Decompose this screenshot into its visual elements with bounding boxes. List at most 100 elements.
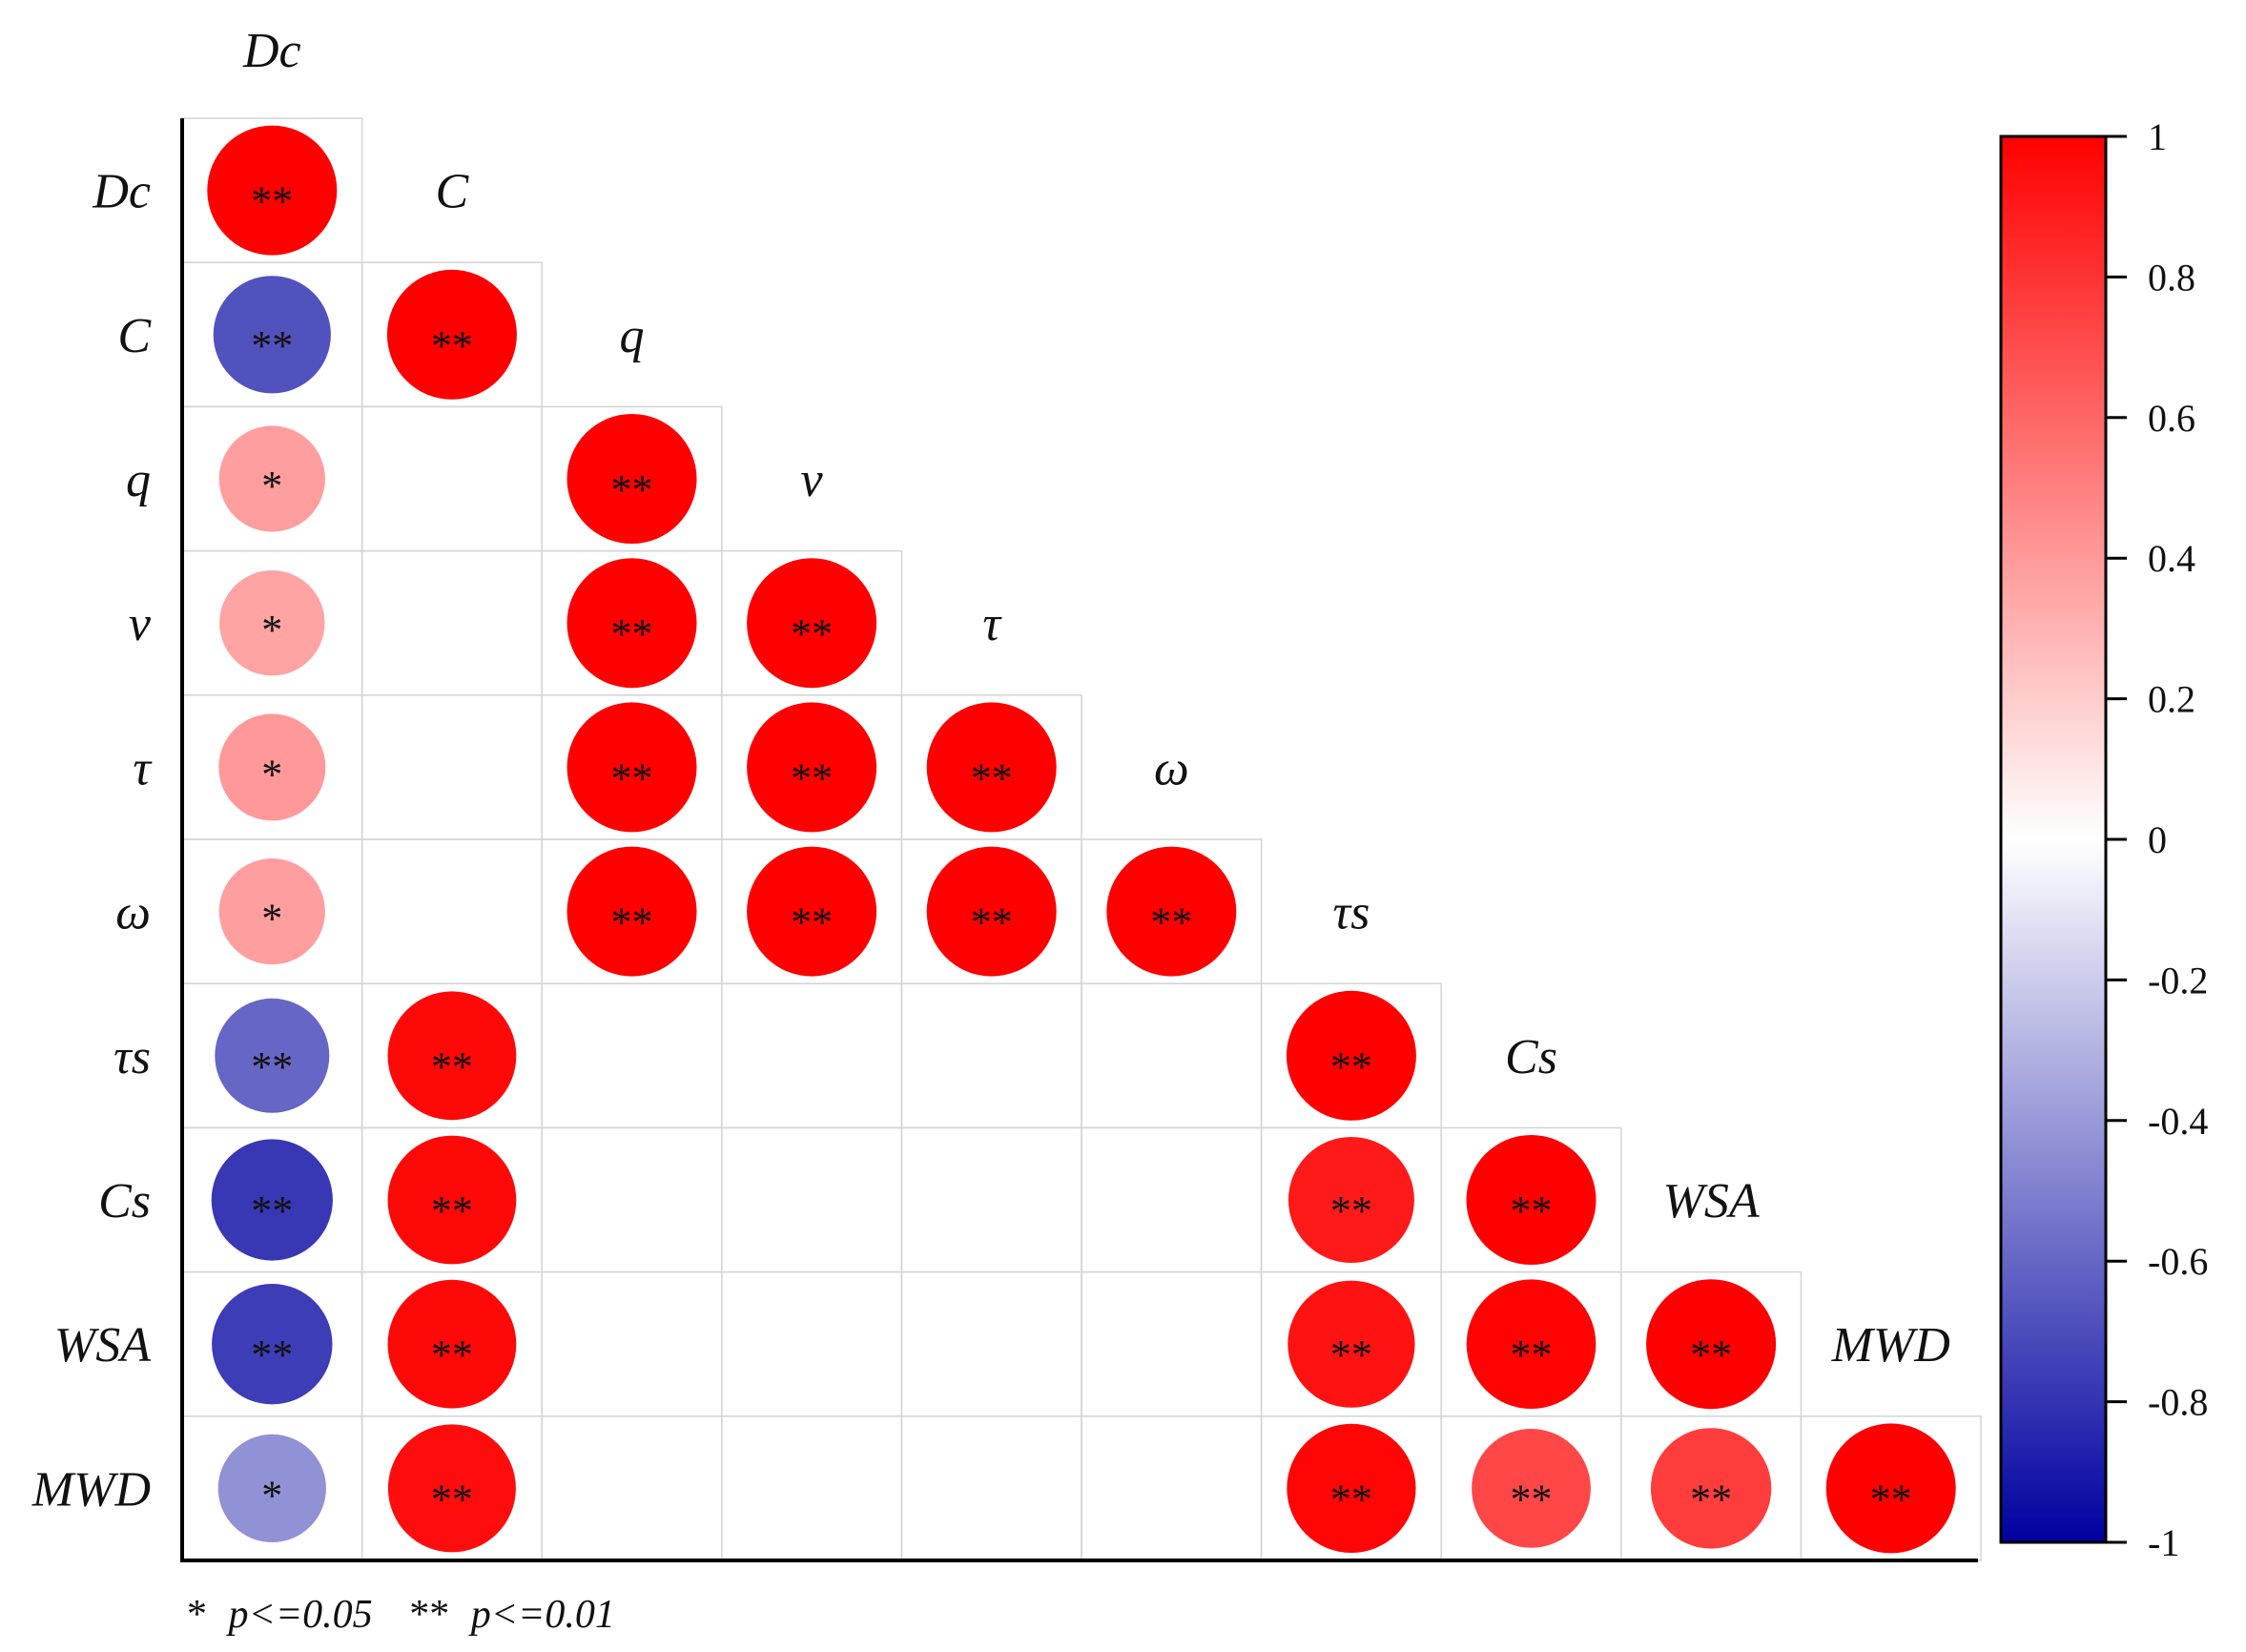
row-label: q	[126, 453, 151, 507]
grid-cell	[721, 982, 903, 1129]
grid-cell	[1081, 1126, 1263, 1273]
diagonal-label: ω	[1154, 741, 1189, 795]
grid-cell	[541, 1415, 723, 1561]
colorbar-tick-label: 1	[2148, 115, 2167, 158]
row-label: Cs	[98, 1174, 151, 1229]
correlation-circle	[1466, 1279, 1597, 1409]
correlation-circle	[1825, 1423, 1956, 1554]
grid-cell	[721, 1270, 903, 1417]
correlation-circle	[219, 570, 325, 676]
diagonal-label: Cs	[1505, 1030, 1557, 1084]
top-column-label: Dc	[242, 24, 301, 78]
footnote-star2-text: p<=0.01	[468, 1593, 615, 1637]
grid-cell	[1081, 1415, 1263, 1561]
footnote-star1: *	[187, 1593, 207, 1637]
significance-mark: **	[1690, 1476, 1732, 1522]
significance-mark: **	[251, 1332, 293, 1378]
correlation-circle	[387, 1424, 516, 1553]
significance-mark: **	[431, 1187, 473, 1234]
grid-cell	[721, 1415, 903, 1561]
grid-cell	[541, 1270, 723, 1417]
colorbar-tick-label: 0.8	[2148, 256, 2195, 299]
significance-mark: **	[611, 466, 653, 513]
correlation-circle	[926, 702, 1057, 833]
significance-mark: **	[1511, 1187, 1553, 1234]
colorbar-tick-label: -1	[2148, 1521, 2179, 1564]
label-layer: Dc Cq v τ ω τs Cs WSA MWD Dc Cq v τ ω τs Cs WSA MWD	[31, 24, 1950, 1517]
diagonal-label: WSA	[1663, 1174, 1760, 1229]
grid-cell	[361, 694, 543, 840]
correlation-circle	[212, 1284, 333, 1405]
row-label: τs	[113, 1030, 151, 1084]
row-label: C	[117, 309, 152, 363]
row-label: ω	[115, 886, 151, 940]
significance-mark: **	[251, 178, 293, 225]
correlation-circle	[386, 269, 517, 400]
significance-mark: **	[1511, 1476, 1553, 1522]
grid-cell	[900, 982, 1082, 1129]
significance-mark: **	[791, 754, 833, 801]
correlation-circle	[1287, 1423, 1416, 1553]
significance-mark: **	[611, 899, 653, 946]
significance-mark: **	[791, 610, 833, 657]
significance-mark: **	[1150, 899, 1192, 946]
significance-mark: **	[611, 754, 653, 801]
footnote-star1-text: p<=0.05	[226, 1593, 373, 1637]
grid-cell	[900, 1415, 1082, 1561]
colorbar-tick-label: -0.8	[2148, 1381, 2208, 1424]
diagonal-label: C	[436, 165, 470, 219]
correlation-circle	[926, 846, 1057, 977]
significance-mark: **	[971, 754, 1013, 801]
colorbar-tick-label: -0.4	[2148, 1100, 2208, 1143]
significance-mark: **	[431, 1043, 473, 1090]
correlation-circle	[387, 1279, 517, 1409]
grid-cell	[361, 549, 543, 696]
colorbar-tick-label: 0.4	[2148, 537, 2195, 580]
colorbar-tick-label: 0.2	[2148, 678, 2195, 721]
diagonal-label: τs	[1332, 886, 1370, 940]
significance-mark: **	[251, 322, 293, 369]
colorbar-tick-label: 0	[2148, 818, 2167, 861]
row-label: τ	[133, 741, 153, 795]
significance-mark: *	[261, 1472, 282, 1518]
correlation-circle	[567, 846, 697, 977]
correlation-circle	[213, 276, 331, 394]
correlation-circle	[1472, 1429, 1591, 1548]
grid-cell	[1081, 982, 1263, 1129]
grid-cell	[721, 1126, 903, 1273]
significance-mark: **	[431, 1332, 473, 1378]
correlation-circle	[207, 125, 338, 256]
correlation-circle	[1650, 1428, 1772, 1549]
significance-mark: **	[1690, 1332, 1732, 1378]
significance-mark: *	[261, 463, 282, 509]
circle-layer: **** *** *** ** *** ** ** *** ** ** ** **** ** **** **…	[207, 125, 1956, 1554]
correlation-circle	[1646, 1279, 1777, 1410]
correlation-circle	[1106, 846, 1237, 977]
diagonal-label: q	[620, 309, 645, 363]
significance-mark: **	[1870, 1476, 1912, 1522]
grid-cell	[1081, 1270, 1263, 1417]
row-label: Dc	[92, 165, 151, 219]
grid-cell	[361, 838, 543, 984]
correlation-circle	[747, 702, 877, 833]
significance-mark: **	[791, 899, 833, 946]
significance-mark: **	[1330, 1187, 1372, 1234]
correlation-circle	[1288, 1137, 1414, 1263]
significance-mark: **	[431, 322, 473, 369]
significance-mark: **	[611, 610, 653, 657]
significance-mark: *	[261, 896, 282, 942]
grid-cell	[541, 982, 723, 1129]
diagonal-label: v	[801, 453, 824, 507]
row-label: v	[129, 597, 152, 651]
correlation-circle	[218, 425, 325, 532]
diagonal-label: τ	[982, 597, 1002, 651]
footnote-star2: **	[409, 1593, 449, 1637]
colorbar: 1 0.8 0.6 0.4 0.2 0 -0.2 -0.4 -0.6 -0.8 -1	[1999, 115, 2208, 1564]
diagonal-label: MWD	[1831, 1318, 1950, 1373]
significance-mark: **	[1330, 1332, 1372, 1378]
significance-mark: **	[251, 1043, 293, 1090]
significance-mark: **	[251, 1187, 293, 1234]
colorbar-tick-label: -0.2	[2148, 959, 2208, 1002]
significance-mark: **	[1330, 1043, 1372, 1090]
